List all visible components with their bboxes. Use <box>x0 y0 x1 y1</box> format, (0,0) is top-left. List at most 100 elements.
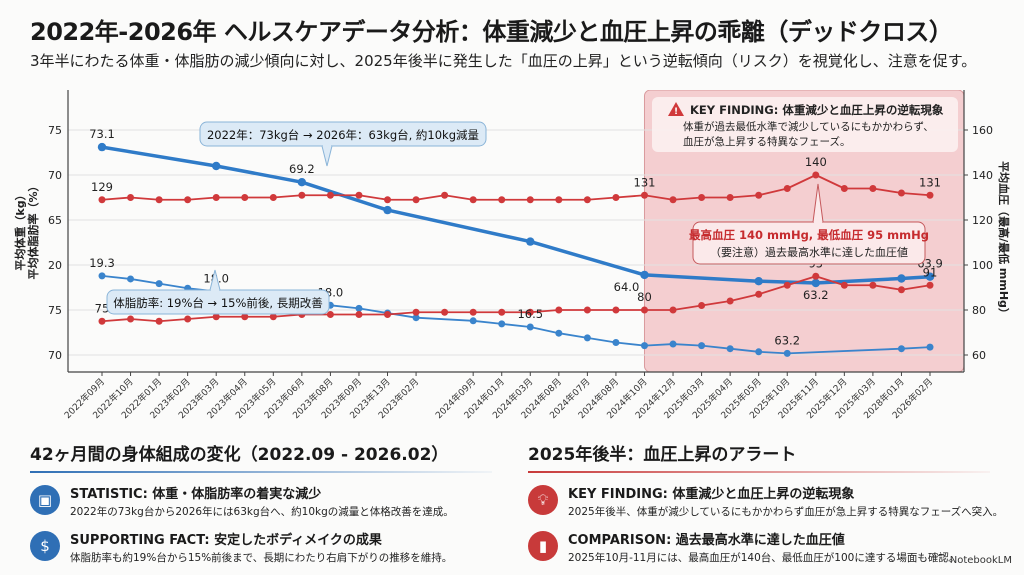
weight-callout-text: 2022年：73kg台 → 2026年：63kg台, 約10kg減量 <box>207 128 479 142</box>
data-point <box>469 317 477 325</box>
bp-callout-box <box>692 221 926 265</box>
data-point <box>583 196 591 204</box>
data-point <box>640 191 648 199</box>
data-point <box>840 281 848 289</box>
warning-icon-mark: ! <box>674 107 678 117</box>
data-point <box>127 194 135 201</box>
data-label: 129 <box>91 180 113 194</box>
data-point <box>669 340 677 348</box>
weight-callout: 2022年：73kg台 → 2026年：63kg台, 約10kg減量 <box>199 121 487 167</box>
left-axis-title: 平均体脂肪率（%） <box>26 180 40 279</box>
data-point <box>526 237 535 246</box>
page-subtitle: 3年半にわたる体重・体脂肪の減少傾向に対し、2025年後半に発生した「血圧の上昇… <box>30 52 977 70</box>
data-point <box>698 302 706 309</box>
data-point <box>755 191 763 199</box>
data-point <box>412 196 420 204</box>
data-point <box>383 205 392 215</box>
left-axis-title: 平均体重（kg） <box>13 189 27 270</box>
data-label: 16.5 <box>517 307 543 321</box>
item-desc: 2025年後半、体重が減少しているにもかかわらず血圧が急上昇する特異なフェーズへ… <box>568 506 1004 518</box>
data-point <box>298 191 306 199</box>
data-point <box>98 272 106 280</box>
item-title: SUPPORTING FACT: 安定したボディメイクの成果 <box>70 533 382 548</box>
data-label: 64.0 <box>614 280 640 294</box>
data-label: 131 <box>919 175 941 189</box>
data-point <box>555 306 563 314</box>
data-point <box>869 281 877 289</box>
left-tick-label: 75 <box>48 304 62 317</box>
data-point <box>869 185 877 192</box>
key-finding-box: ! KEY FINDING: 体重減少と血圧上昇の逆転現象体重が過去最低水準で減少… <box>652 97 958 152</box>
bp-callout-pointer <box>812 183 824 223</box>
right-tick-label: 80 <box>972 304 986 317</box>
item-title: COMPARISON: 過去最高水準に達した血圧値 <box>568 533 845 548</box>
data-point <box>498 320 506 328</box>
data-point <box>212 161 221 171</box>
data-label: 80 <box>637 290 652 304</box>
right-tick-label: 140 <box>972 169 993 182</box>
data-point <box>926 191 934 199</box>
data-point <box>726 194 734 201</box>
warning-icon <box>668 102 684 116</box>
data-point <box>441 191 449 199</box>
data-point <box>269 313 277 321</box>
weight-callout-box <box>199 121 487 147</box>
section-heading: 2025年後半：血圧上昇のアラート <box>528 445 797 465</box>
data-point <box>612 339 620 346</box>
section-rule <box>528 471 990 473</box>
bodyfat-callout-pointer <box>209 269 221 291</box>
data-point <box>698 194 706 201</box>
data-point <box>840 185 848 192</box>
data-point <box>612 306 620 314</box>
data-point <box>726 297 734 305</box>
right-tick-label: 160 <box>972 124 993 137</box>
data-label: 75 <box>95 301 110 315</box>
comparison-item: ▮ COMPARISON: 過去最高水準に達した血圧値 2025年10月-11月… <box>528 529 990 565</box>
data-point <box>412 314 420 322</box>
data-point <box>384 196 392 204</box>
combo-line-chart: 75 70 65 20 75 70 160 140 120 100 80 60 平均体重（kg） 平均体脂… <box>13 90 1011 421</box>
section-heading: 42ヶ月間の身体組成の変化（2022.09 - 2026.02） <box>30 445 449 465</box>
statistic-item: ▣ STATISTIC: 体重・体脂肪率の着実な減少 2022年の73kg台から… <box>30 483 492 519</box>
notebooklm-logo-icon: ⌒ <box>936 555 950 566</box>
data-point <box>127 315 135 323</box>
data-point <box>384 311 392 318</box>
data-point <box>441 308 449 316</box>
data-point <box>754 277 763 286</box>
data-point <box>726 345 734 353</box>
data-point <box>640 306 648 314</box>
key-finding-line1: 体重が過去最低水準で減少しているにもかかわらず、 <box>683 120 934 133</box>
data-point <box>669 306 677 314</box>
data-point <box>583 306 591 314</box>
data-point <box>526 196 534 204</box>
section-body-composition: 42ヶ月間の身体組成の変化（2022.09 - 2026.02） ▣ STATI… <box>30 440 492 575</box>
item-desc: 体脂肪率も約19%台から15%前後まで、長期にわたり右肩下がりの推移を維持。 <box>70 552 453 564</box>
data-point <box>698 342 706 350</box>
data-point <box>925 272 935 281</box>
data-point <box>555 196 563 204</box>
data-point <box>640 270 649 280</box>
data-point <box>755 290 763 298</box>
bodyfat-callout: 体脂肪率: 19%台 → 15%前後, 長期改善 <box>106 269 330 315</box>
data-label: 69.2 <box>289 162 315 176</box>
bodyfat-callout-text: 体脂肪率: 19%台 → 15%前後, 長期改善 <box>113 296 322 310</box>
item-desc: 2025年10月-11月には、最高血圧が140台、最低血圧が100に達する場面も… <box>568 552 960 564</box>
data-point <box>297 178 307 187</box>
data-point <box>583 334 591 342</box>
series-line-3 <box>101 275 931 323</box>
data-point <box>612 194 620 201</box>
data-point <box>926 343 934 351</box>
data-point <box>669 196 677 204</box>
left-tick-label: 70 <box>48 349 62 362</box>
data-point <box>755 348 763 356</box>
data-point <box>783 185 791 192</box>
supporting-fact-item: $ SUPPORTING FACT: 安定したボディメイクの成果 体脂肪率も約1… <box>30 529 492 565</box>
data-point <box>812 171 820 179</box>
section-bp-alert: 2025年後半：血圧上昇のアラート 💡︎ KEY FINDING: 体重減少と血… <box>528 440 1003 575</box>
left-tick-label: 20 <box>48 259 62 272</box>
data-point <box>811 278 820 288</box>
data-point <box>155 196 163 204</box>
right-tick-label: 120 <box>972 214 993 227</box>
data-label: 63.2 <box>803 288 829 302</box>
data-point <box>526 308 534 316</box>
